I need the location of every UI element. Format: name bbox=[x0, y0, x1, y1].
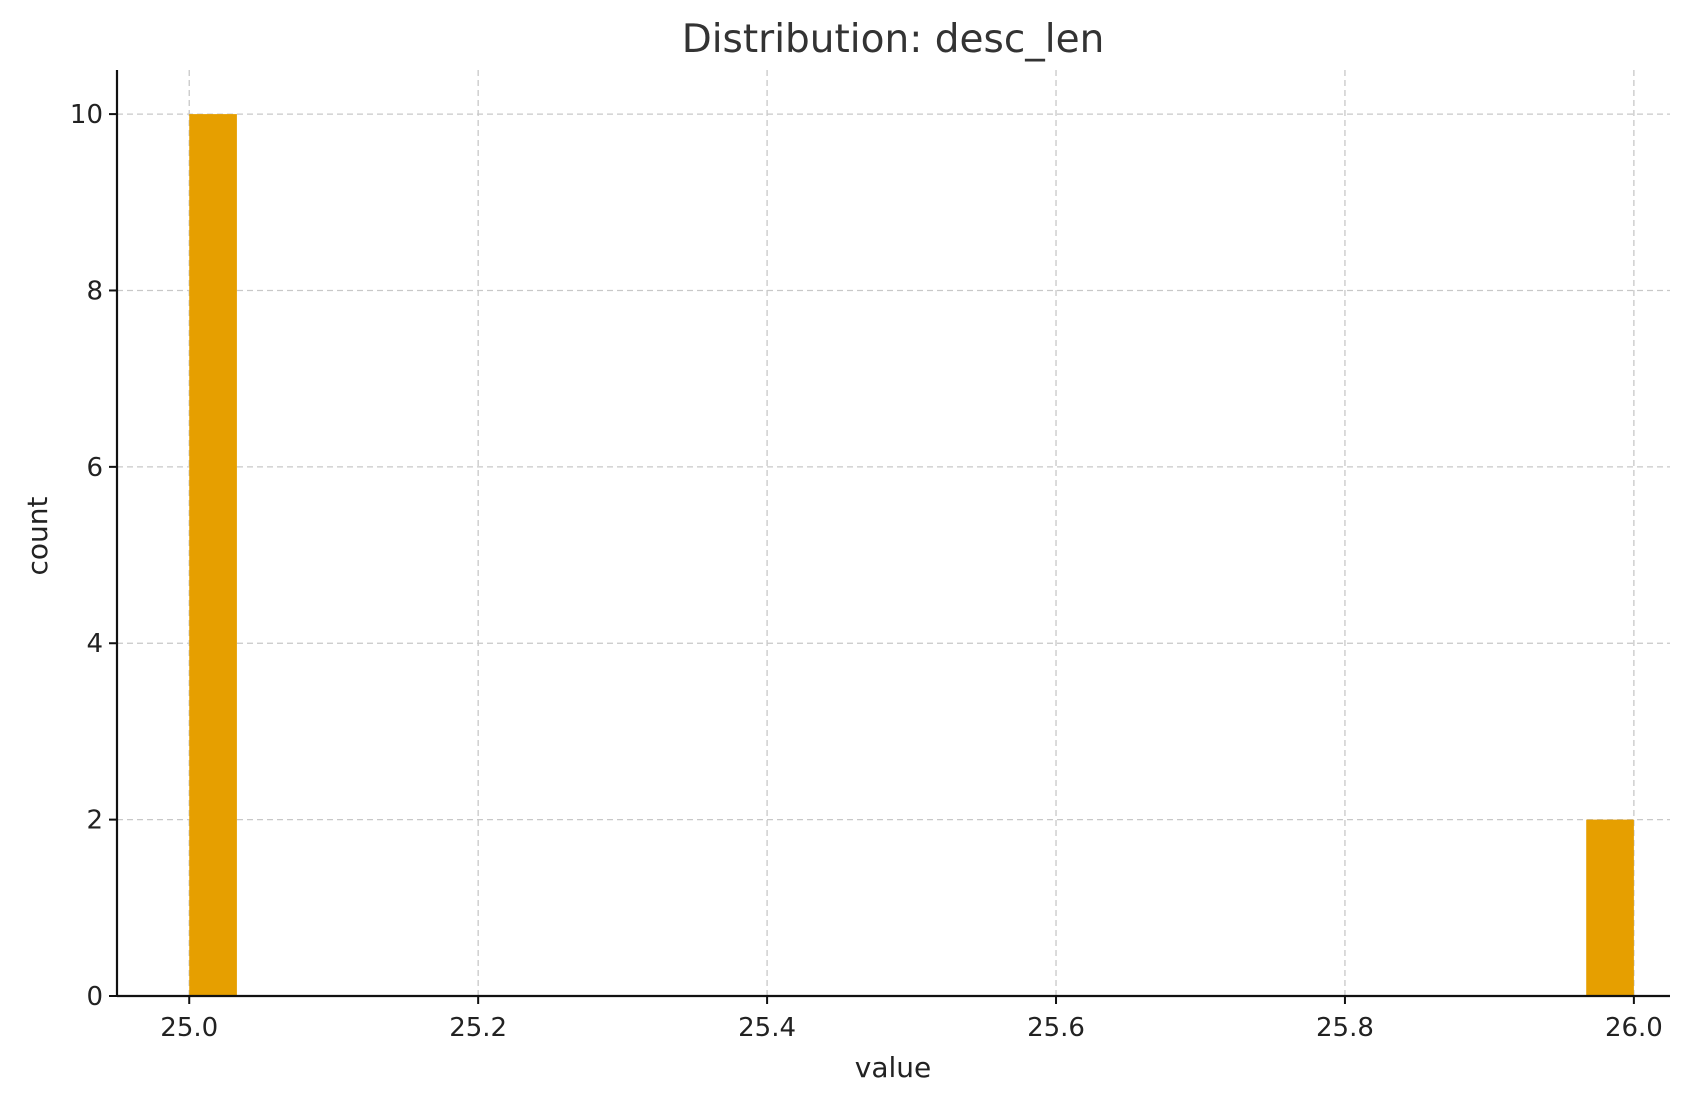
x-tick-label: 25.2 bbox=[449, 1013, 507, 1043]
x-tick-label: 25.6 bbox=[1027, 1013, 1085, 1043]
axes bbox=[109, 70, 1670, 1004]
chart-title: Distribution: desc_len bbox=[682, 17, 1105, 62]
y-tick-label: 4 bbox=[86, 629, 103, 659]
grid-lines bbox=[117, 70, 1670, 996]
y-axis-label: count bbox=[21, 496, 54, 575]
histogram-bar bbox=[1586, 819, 1634, 996]
histogram-bar bbox=[189, 114, 237, 997]
x-tick-label: 25.8 bbox=[1316, 1013, 1374, 1043]
x-tick-label: 25.0 bbox=[160, 1013, 218, 1043]
x-axis-label: value bbox=[855, 1051, 931, 1084]
y-tick-label: 10 bbox=[70, 100, 103, 130]
y-tick-label: 0 bbox=[86, 982, 103, 1012]
y-tick-label: 8 bbox=[86, 276, 103, 306]
tick-labels: 25.0 25.2 25.4 25.6 25.8 26.0 0 2 4 6 8 10 bbox=[70, 100, 1663, 1043]
x-tick-label: 25.4 bbox=[738, 1013, 796, 1043]
y-tick-label: 6 bbox=[86, 453, 103, 483]
histogram-bars bbox=[189, 114, 1634, 997]
x-tick-label: 26.0 bbox=[1605, 1013, 1663, 1043]
y-tick-label: 2 bbox=[86, 806, 103, 836]
